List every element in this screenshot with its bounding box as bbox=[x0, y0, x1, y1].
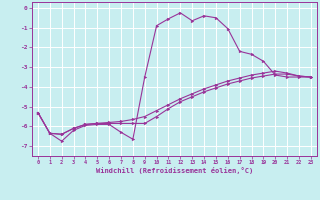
X-axis label: Windchill (Refroidissement éolien,°C): Windchill (Refroidissement éolien,°C) bbox=[96, 167, 253, 174]
